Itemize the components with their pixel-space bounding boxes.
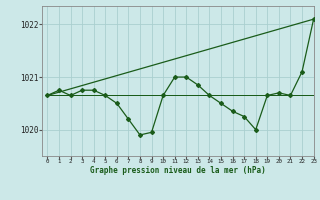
X-axis label: Graphe pression niveau de la mer (hPa): Graphe pression niveau de la mer (hPa) bbox=[90, 166, 266, 175]
